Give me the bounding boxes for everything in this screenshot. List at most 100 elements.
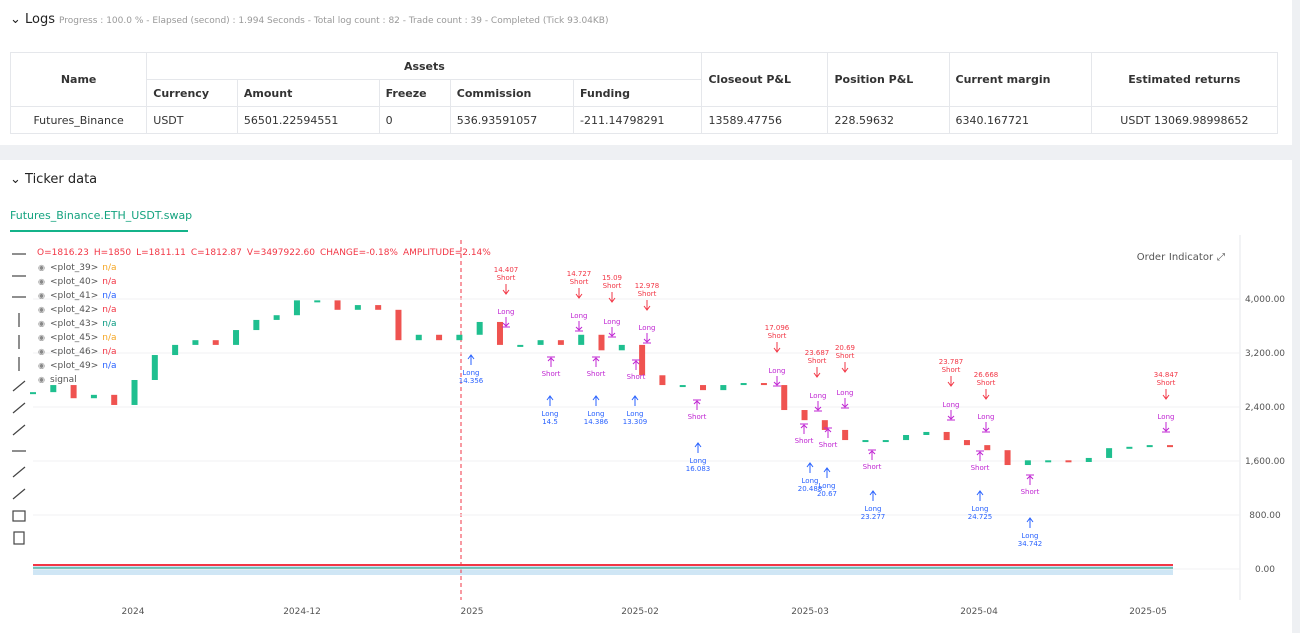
candle-body: [476, 321, 483, 335]
td: 0: [378, 106, 451, 134]
signal-value: 34.742: [1018, 540, 1043, 548]
marker-arrow: [1162, 422, 1170, 433]
marker-text: Short: [542, 370, 561, 378]
signal-arrow: [631, 395, 639, 406]
ticker-panel: ⌄ Ticker data: [0, 160, 1292, 633]
plot-name: <plot_40>: [50, 277, 98, 287]
marker-text: Long: [604, 318, 621, 326]
marker-text: Short: [819, 441, 838, 449]
x-tick-label: 2024: [122, 607, 145, 617]
symbol-tab[interactable]: Futures_Binance.ETH_USDT.swap: [10, 202, 192, 232]
marker-text: Long: [498, 308, 515, 316]
signal-text: Long: [865, 505, 882, 513]
signal-arrow: [982, 389, 990, 400]
candle-body: [1065, 460, 1072, 463]
marker-arrow: [502, 317, 510, 328]
candle-body: [659, 375, 666, 386]
th: Closeout P&L: [701, 52, 829, 107]
candle-body: [293, 300, 300, 316]
candle-body: [984, 445, 991, 451]
signal-text: Short: [603, 282, 622, 290]
ohlc-value: O=1816.23: [37, 248, 89, 258]
th: Assets: [146, 52, 703, 80]
plot-value: n/a: [102, 263, 116, 273]
ohlc-value: C=1812.87: [191, 248, 242, 258]
signal-value: 17.096: [765, 324, 790, 332]
ohlc-value: AMPLITUDE=2.14%: [403, 248, 491, 258]
marker-text: Long: [943, 401, 960, 409]
candle-body: [639, 344, 646, 376]
plot-name: <plot_49>: [50, 361, 98, 371]
logs-panel: ⌄ Logs Progress : 100.0 % - Elapsed (seco…: [0, 0, 1292, 145]
th: Currency: [146, 79, 238, 107]
x-tick-label: 2025-03: [791, 607, 829, 617]
plot-value: n/a: [102, 333, 116, 343]
signal-value: 23.687: [805, 349, 830, 357]
marker-text: Short: [863, 463, 882, 471]
signal-value: 14.5: [542, 418, 558, 426]
ticker-header[interactable]: ⌄ Ticker data: [10, 172, 98, 187]
candle-body: [456, 334, 463, 341]
chart: Order Indicator ⤢ 0.00 800.00 1,600.00 2,40…: [12, 235, 1285, 617]
plot-value: n/a: [102, 305, 116, 315]
ticker-title: Ticker data: [25, 172, 98, 187]
th: Commission: [449, 79, 575, 107]
signal-arrow: [1162, 389, 1170, 400]
td: 13589.47756: [701, 106, 829, 134]
signal-value: 26.668: [974, 371, 999, 379]
logs-title: Logs: [25, 12, 56, 27]
candle-body: [760, 383, 767, 386]
candle-body: [842, 429, 849, 441]
signal-text: Short: [638, 290, 657, 298]
marker-text: Long: [810, 392, 827, 400]
candle-body: [700, 385, 707, 391]
candle-body: [1045, 460, 1052, 463]
candle-body: [233, 330, 240, 345]
td: USDT 13069.98998652: [1090, 106, 1279, 134]
ohlc-value: CHANGE=-0.18%: [320, 248, 398, 258]
candle-body: [70, 385, 77, 399]
marker-text: Short: [971, 464, 990, 472]
signal-arrow: [694, 442, 702, 453]
logs-table: Name Assets Closeout P&L Position P&L Curren…: [9, 52, 1279, 134]
order-button-label[interactable]: Order: [1137, 252, 1166, 263]
signal-arrow: [813, 367, 821, 378]
candle-body: [882, 440, 889, 443]
signal-arrow: [869, 490, 877, 501]
expand-icon[interactable]: ⤢: [1217, 252, 1225, 263]
plot-name: signal: [50, 375, 77, 385]
indicator-button-label[interactable]: Indicator: [1169, 252, 1214, 263]
signal-arrow: [1026, 517, 1034, 528]
candle-body: [334, 300, 341, 310]
signal-text: Long: [463, 369, 480, 377]
plot-name: <plot_45>: [50, 333, 98, 343]
candle-body: [273, 315, 280, 320]
candle-body: [963, 440, 970, 446]
candle-body: [395, 309, 402, 341]
eye-icon: ◉: [38, 347, 45, 356]
logs-header[interactable]: ⌄ Logs Progress : 100.0 % - Elapsed (seco…: [10, 12, 609, 27]
plot-name: <plot_42>: [50, 305, 98, 315]
signal-value: 20.69: [835, 344, 855, 352]
td: USDT: [146, 106, 238, 134]
plot-value: n/a: [102, 361, 116, 371]
candle-body: [30, 392, 36, 395]
order-button[interactable]: [1134, 247, 1168, 265]
candle-body: [801, 410, 808, 421]
indicator-band: [33, 565, 1173, 575]
signal-text: Long: [588, 410, 605, 418]
signal-value: 20.488: [798, 485, 823, 493]
signal-value: 14.356: [459, 377, 484, 385]
marker-arrow: [547, 356, 555, 367]
th: Estimated returns: [1090, 52, 1279, 107]
signal-arrow: [608, 292, 616, 303]
signal-value: 14.407: [494, 266, 519, 274]
x-tick-label: 2025-05: [1129, 607, 1167, 617]
candle-body: [131, 379, 138, 405]
th: Name: [9, 52, 148, 107]
marker-text: Short: [587, 370, 606, 378]
marker-arrow: [773, 376, 781, 387]
marker-text: Long: [571, 312, 588, 320]
marker-arrow: [575, 321, 583, 332]
